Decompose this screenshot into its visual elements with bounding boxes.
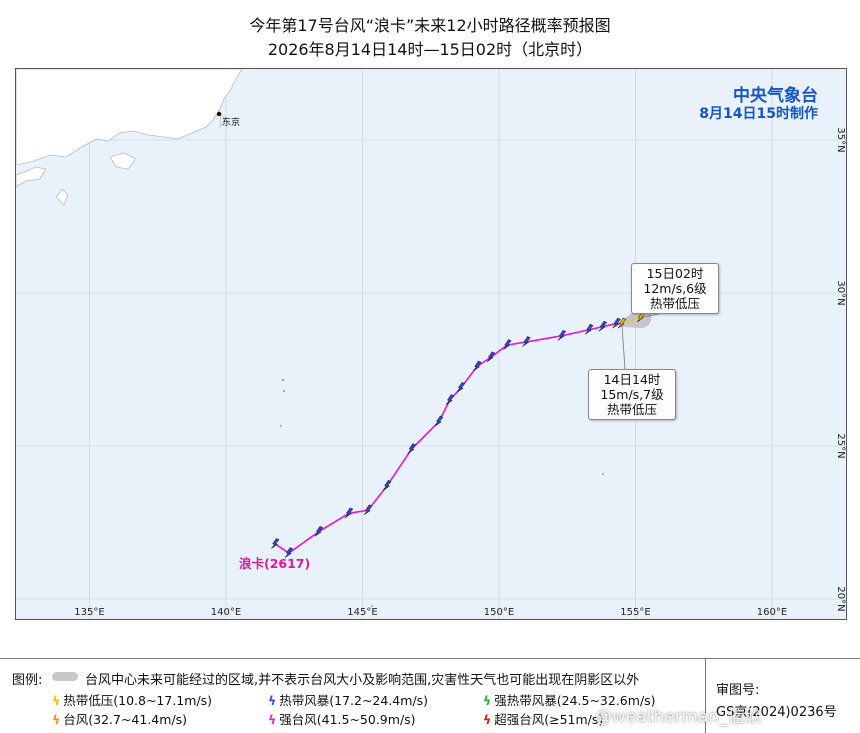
map-approval: 审图号: GS京(2024)0236号 [705, 659, 860, 733]
track-point-ts-icon [344, 507, 354, 519]
track-point-ts-icon [382, 479, 392, 491]
track-point-ts-icon [584, 323, 594, 335]
lat-label: 35°N [835, 127, 846, 152]
ts-symbol-icon: ϟ [268, 693, 277, 708]
track-points [271, 311, 646, 558]
storm-name-label: 浪卡(2617) [239, 556, 311, 571]
issue-time: 8月14日15时制作 [699, 106, 818, 122]
cone-note: 台风中心未来可能经过的区域,并不表示台风大小及影响范围,灾害性天气也可能出现在阴… [85, 673, 640, 688]
legend-item-sts: ϟ 强热带风暴(24.5~32.6m/s) [483, 693, 656, 708]
current-time: 14日14时 [603, 372, 661, 387]
japan-landmass [16, 69, 604, 607]
track-point-ts-icon [612, 317, 621, 329]
legend-item-sty: ϟ 强台风(41.5~50.9m/s) [268, 712, 416, 727]
current-wind: 15m/s,7级 [600, 387, 664, 402]
track-point-ts-icon [314, 525, 324, 537]
current-category: 热带低压 [606, 402, 657, 417]
latitude-labels: 20°N 25°N 30°N 35°N [835, 127, 846, 611]
map-canvas: 东京 135°E 140°E 145°E 150°E 155°E 160°E 20°N 25… [16, 69, 846, 619]
map-title: 今年第17号台风“浪卡”未来12小时路径概率预报图 [249, 16, 611, 35]
longitude-labels: 135°E 140°E 145°E 150°E 155°E 160°E [74, 607, 787, 618]
track-point-ts-icon [473, 360, 482, 372]
td-symbol-icon: ϟ [52, 693, 61, 708]
track-point-ts-icon [363, 504, 373, 516]
watermark: @weatherman_信欣 [595, 707, 762, 727]
lat-label: 25°N [835, 433, 846, 458]
forecast-wind: 12m/s,6级 [643, 281, 707, 296]
track-point-ts-icon [434, 415, 444, 427]
forecast-category: 热带低压 [649, 296, 700, 311]
track-point-ts-icon [407, 443, 417, 454]
lon-label: 145°E [347, 607, 377, 618]
ty-symbol-icon: ϟ [52, 712, 61, 727]
track-point-ts-icon [598, 320, 608, 332]
forecast-callout[interactable]: 15日02时 12m/s,6级 热带低压 [631, 263, 719, 314]
super-ty-symbol-icon: ϟ [483, 712, 492, 727]
sts-symbol-icon: ϟ [483, 693, 492, 708]
sty-symbol-icon: ϟ [268, 712, 277, 727]
agency-name: 中央气象台 [733, 86, 818, 106]
lon-label: 140°E [211, 607, 241, 618]
ocean-background [16, 69, 846, 619]
legend-item-ty: ϟ 台风(32.7~41.4m/s) [52, 712, 188, 727]
legend-item-super: ϟ 超强台风(≥51m/s) [483, 712, 604, 727]
track-point-ts-icon [503, 339, 512, 350]
approval-number: GS京(2024)0236号 [716, 705, 837, 720]
approval-label: 审图号: [716, 683, 760, 698]
lat-label: 20°N [835, 586, 846, 611]
lat-label: 30°N [835, 280, 846, 305]
cone-swatch [52, 672, 78, 681]
legend-item-ts: ϟ 热带风暴(17.2~24.4m/s) [268, 693, 429, 708]
lon-label: 150°E [484, 607, 514, 618]
track-point-ts-icon [486, 351, 496, 363]
lon-label: 135°E [74, 607, 104, 618]
current-position-td-icon [617, 317, 627, 329]
lon-label: 160°E [757, 607, 787, 618]
legend-item-td: ϟ 热带低压(10.8~17.1m/s) [52, 693, 213, 708]
track-point-ts-icon [284, 547, 294, 558]
forecast-map[interactable]: 东京 135°E 140°E 145°E 150°E 155°E 160°E 20°N 25… [15, 68, 847, 620]
track-point-ts-icon [456, 382, 466, 393]
lon-label: 155°E [620, 607, 650, 618]
current-callout[interactable]: 14日14时 15m/s,7级 热带低压 [588, 369, 676, 420]
forecast-time: 15日02时 [646, 266, 704, 281]
track-point-ts-icon [271, 538, 280, 549]
track-point-ts-icon [445, 394, 455, 405]
map-subtitle: 2026年8月14日14时—15日02时（北京时） [267, 40, 593, 59]
forecast-track-line [621, 316, 642, 325]
current-leader [621, 323, 626, 370]
legend-panel: 图例: 台风中心未来可能经过的区域,并不表示台风大小及影响范围,灾害性天气也可能… [0, 658, 860, 733]
track-point-ts-icon [557, 330, 567, 341]
legend-title: 图例: [12, 673, 43, 688]
tokyo-marker: 东京 [216, 111, 240, 128]
track-point-ts-icon [522, 336, 531, 347]
tokyo-label: 东京 [222, 116, 240, 128]
